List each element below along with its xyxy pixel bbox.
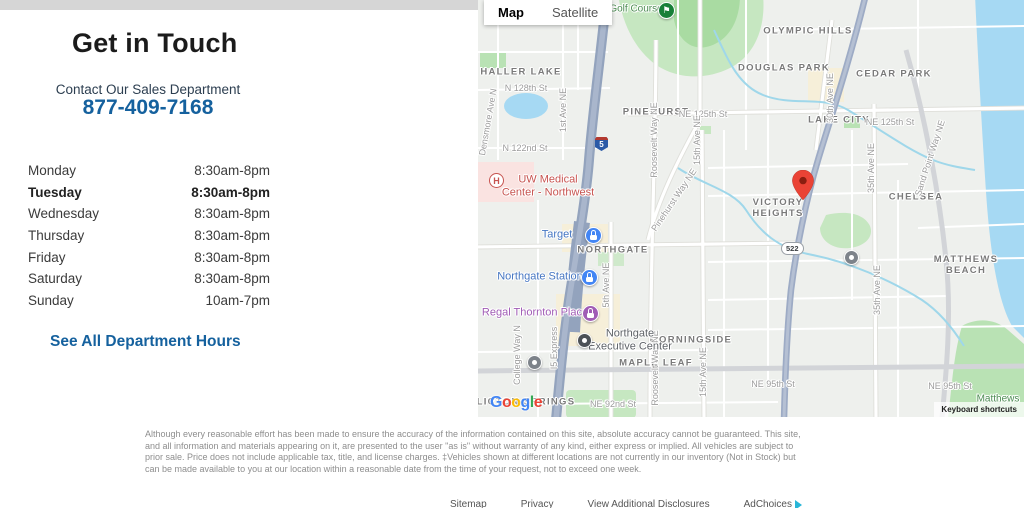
hours-row: Wednesday 8:30am-8pm <box>28 203 270 225</box>
phone-link[interactable]: 877-409-7168 <box>82 96 214 119</box>
hours-day: Monday <box>28 163 77 179</box>
adchoices-link[interactable]: AdChoices <box>744 499 802 508</box>
hours-time: 8:30am-8pm <box>191 184 270 200</box>
map-base <box>478 0 1024 417</box>
hours-day: Wednesday <box>28 206 100 222</box>
hours-time: 8:30am-8pm <box>194 206 270 222</box>
footer-link[interactable]: Sitemap <box>450 499 487 508</box>
transit-station-icon[interactable] <box>581 269 598 286</box>
hours-time: 10am-7pm <box>205 292 270 308</box>
hours-row: Saturday 8:30am-8pm <box>28 268 270 290</box>
satellite-view-button[interactable]: Satellite <box>552 5 599 20</box>
hours-row: Thursday 8:30am-8pm <box>28 225 270 247</box>
page-title: Get in Touch <box>72 28 238 58</box>
hours-day: Friday <box>28 249 66 265</box>
hours-time: 8:30am-8pm <box>194 271 270 287</box>
interstate-5-shield: 5 <box>595 137 608 151</box>
hours-day: Saturday <box>28 271 83 287</box>
hospital-icon: H <box>489 173 504 188</box>
movie-theater-icon[interactable] <box>582 305 599 322</box>
transit-station-icon[interactable] <box>585 227 602 244</box>
route-522-badge: 522 <box>781 242 804 255</box>
google-logo[interactable]: Google <box>490 394 543 411</box>
poi-icon[interactable] <box>844 250 859 265</box>
adchoices-label: AdChoices <box>743 499 792 508</box>
map-type-control: Map Satellite <box>484 0 613 25</box>
hours-row: Monday 8:30am-8pm <box>28 160 270 182</box>
see-all-department-hours-link[interactable]: See All Department Hours <box>50 333 241 350</box>
footer-links: AdChoices Sitemap Privacy View Additional … <box>450 499 802 508</box>
disclaimer-text: Although every reasonable effort has bee… <box>145 429 801 474</box>
hours-table: Monday 8:30am-8pm Tuesday 8:30am-8pm Wednesd… <box>28 160 270 311</box>
adchoices-icon <box>794 499 802 508</box>
hours-day: Sunday <box>28 292 74 308</box>
footer-link[interactable]: View Additional Disclosures <box>587 499 710 508</box>
hours-row: Sunday 10am-7pm <box>28 290 270 312</box>
hours-time: 8:30am-8pm <box>194 228 270 244</box>
hours-time: 8:30am-8pm <box>194 249 270 265</box>
map-view-button[interactable]: Map <box>498 5 524 20</box>
footer-link[interactable]: Privacy <box>520 499 554 508</box>
hours-day: Tuesday <box>28 184 82 200</box>
hours-row: Tuesday 8:30am-8pm <box>28 182 270 204</box>
top-divider <box>0 0 478 10</box>
poi-icon[interactable] <box>527 355 542 370</box>
poi-icon[interactable] <box>577 333 592 348</box>
hours-time: 8:30am-8pm <box>194 163 270 179</box>
hours-day: Thursday <box>28 228 85 244</box>
sales-department-label: Contact Our Sales Department <box>55 82 241 97</box>
google-map[interactable]: HALLER LAKE PINEHURST OLYMPIC HILLS DOUGLAS… <box>478 0 1024 417</box>
golf-course-icon: ⚑ <box>658 2 675 19</box>
hours-row: Friday 8:30am-8pm <box>28 246 270 268</box>
keyboard-shortcuts-button[interactable]: Keyboard shortcuts <box>934 402 1024 417</box>
